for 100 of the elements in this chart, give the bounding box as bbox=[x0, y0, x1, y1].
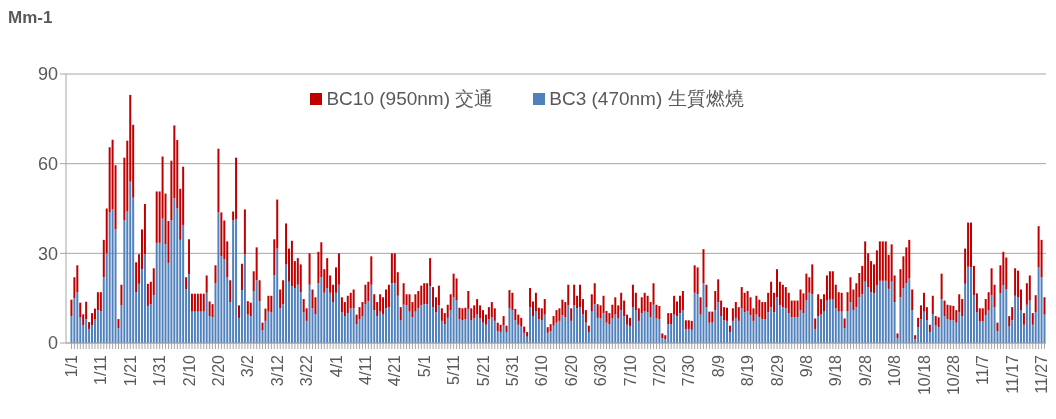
bar bbox=[490, 317, 493, 343]
bar bbox=[914, 335, 917, 340]
x-tick-label: 3/22 bbox=[298, 354, 316, 387]
bar bbox=[217, 148, 220, 213]
bar bbox=[702, 249, 705, 284]
bar bbox=[702, 283, 705, 343]
bar bbox=[570, 308, 573, 321]
bar bbox=[520, 317, 523, 327]
bar bbox=[681, 310, 684, 343]
bar bbox=[352, 308, 355, 343]
bar bbox=[661, 333, 664, 339]
x-tick-label: 6/30 bbox=[592, 354, 610, 387]
bar bbox=[643, 311, 646, 343]
bar bbox=[573, 284, 576, 306]
bar bbox=[555, 310, 558, 323]
x-tick-label: 10/8 bbox=[886, 354, 904, 387]
bar bbox=[526, 331, 529, 337]
bar bbox=[238, 305, 241, 318]
bar bbox=[799, 310, 802, 343]
bar bbox=[390, 283, 393, 343]
bar bbox=[308, 284, 311, 343]
bar bbox=[690, 320, 693, 330]
bar bbox=[161, 218, 164, 343]
bar bbox=[479, 318, 482, 343]
x-tick-label: 9/8 bbox=[797, 354, 815, 378]
bar bbox=[487, 319, 490, 343]
bar bbox=[990, 295, 993, 343]
x-tick-label: 7/10 bbox=[621, 354, 639, 387]
bar bbox=[508, 308, 511, 343]
bar bbox=[646, 312, 649, 343]
bar bbox=[931, 295, 934, 315]
bar bbox=[1034, 295, 1037, 313]
bar bbox=[193, 311, 196, 343]
bar bbox=[423, 304, 426, 343]
bar bbox=[731, 320, 734, 343]
bar bbox=[561, 315, 564, 343]
bar bbox=[611, 318, 614, 343]
bar bbox=[340, 297, 343, 313]
x-tick-label: 1/11 bbox=[92, 354, 110, 385]
bar bbox=[143, 254, 146, 343]
bar bbox=[817, 294, 820, 317]
bar bbox=[631, 307, 634, 343]
bar bbox=[267, 311, 270, 343]
bar bbox=[1022, 313, 1025, 325]
bar bbox=[420, 285, 423, 306]
bar bbox=[205, 292, 208, 343]
bar bbox=[529, 307, 532, 343]
bar bbox=[358, 319, 361, 343]
bar bbox=[349, 308, 352, 343]
bar bbox=[567, 305, 570, 343]
bar bbox=[614, 297, 617, 315]
x-tick-label: 4/11 bbox=[356, 354, 374, 385]
bar bbox=[864, 281, 867, 343]
bar bbox=[452, 297, 455, 343]
bar bbox=[402, 283, 405, 305]
bar bbox=[117, 319, 120, 329]
bar bbox=[758, 299, 761, 318]
bar bbox=[781, 284, 784, 308]
bar bbox=[258, 280, 261, 302]
bar bbox=[693, 265, 696, 293]
x-tick-label: 10/18 bbox=[915, 354, 933, 396]
bar bbox=[493, 320, 496, 343]
bar bbox=[349, 292, 352, 309]
x-tick-label: 8/9 bbox=[709, 354, 727, 378]
bar bbox=[155, 191, 158, 243]
bar bbox=[746, 311, 749, 343]
bar bbox=[1028, 300, 1031, 343]
bar bbox=[946, 319, 949, 343]
bar bbox=[881, 241, 884, 281]
bar bbox=[543, 314, 546, 343]
bar bbox=[99, 292, 102, 312]
bar bbox=[290, 240, 293, 287]
bar bbox=[1014, 268, 1017, 296]
bar bbox=[243, 209, 246, 255]
bar bbox=[928, 324, 931, 332]
bar bbox=[658, 305, 661, 320]
bar bbox=[828, 299, 831, 343]
bar bbox=[949, 305, 952, 321]
bar bbox=[429, 286, 432, 343]
bar bbox=[402, 304, 405, 343]
bar bbox=[820, 314, 823, 343]
bar bbox=[476, 299, 479, 315]
bar bbox=[326, 288, 329, 343]
bar bbox=[740, 308, 743, 343]
bar bbox=[1043, 297, 1046, 315]
bar bbox=[958, 312, 961, 343]
bar bbox=[343, 316, 346, 343]
x-tick-label: 6/20 bbox=[562, 354, 580, 387]
bar bbox=[229, 280, 232, 303]
bar bbox=[693, 292, 696, 343]
bar bbox=[220, 212, 223, 257]
bar bbox=[837, 311, 840, 343]
bar bbox=[940, 273, 943, 300]
bar bbox=[379, 311, 382, 343]
bar bbox=[352, 289, 355, 309]
y-tick-label: 60 bbox=[37, 154, 58, 175]
bar bbox=[96, 310, 99, 343]
bar bbox=[934, 316, 937, 326]
bar bbox=[761, 302, 764, 320]
bar bbox=[593, 304, 596, 343]
